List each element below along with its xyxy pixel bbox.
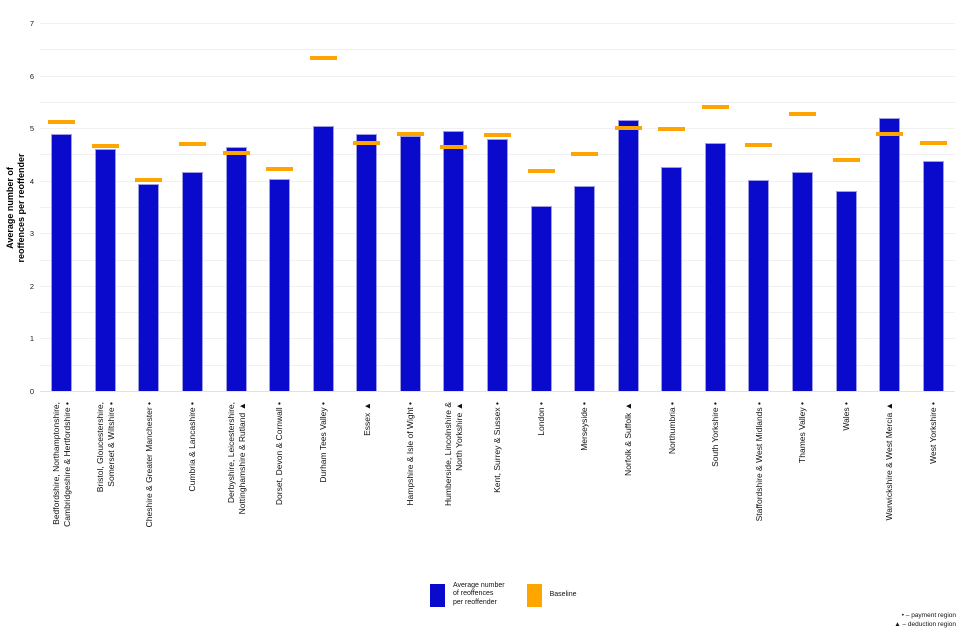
y-tick-label: 7: [29, 19, 34, 28]
baseline-dash: [876, 131, 904, 136]
bar: [182, 172, 203, 391]
chart-legend: Average number of reoffences per reoffen…: [430, 582, 576, 607]
gridline: [40, 75, 955, 77]
baseline-dash: [919, 140, 947, 145]
baseline-dash: [614, 125, 642, 130]
x-axis-label: Kent, Surrey & Sussex •: [492, 402, 503, 493]
x-axis-label: Hampshire & Isle of Wight •: [405, 402, 416, 506]
baseline-dash: [440, 144, 468, 149]
legend-bar-swatch-icon: [430, 584, 445, 607]
bar: [530, 206, 552, 391]
bar: [792, 172, 813, 391]
x-axis-label: Cheshire & Greater Manchester •: [143, 402, 154, 528]
bar: [748, 179, 770, 391]
x-axis-label: Staffordshire & West Midlands •: [753, 402, 764, 522]
baseline-dash: [571, 151, 599, 156]
payment-region-key: • – payment region: [901, 612, 956, 619]
plot-area: [40, 23, 955, 392]
x-axis-label: Bristol, Gloucestershire, Somerset & Wil…: [94, 402, 116, 493]
baseline-dash: [701, 104, 729, 109]
gridline: [40, 101, 955, 103]
legend-baseline-label: Baseline: [549, 591, 577, 598]
bar: [922, 160, 944, 391]
bar: [661, 167, 683, 391]
gridline: [40, 128, 955, 130]
y-tick-label: 1: [29, 334, 34, 344]
x-axis-label: South Yorkshire •: [710, 402, 721, 467]
bar: [879, 118, 901, 391]
bar: [443, 130, 465, 391]
bar: [487, 139, 508, 391]
bar: [574, 186, 596, 391]
baseline-dash: [832, 158, 860, 163]
x-axis-label: Essex ▲: [361, 402, 372, 436]
baseline-dash: [658, 126, 686, 131]
legend-bar-label: Average number of reoffences per reoffen…: [453, 582, 505, 606]
x-axis-label: London •: [535, 402, 546, 436]
baseline-dash: [48, 120, 76, 125]
x-axis-label: Dorset, Devon & Cornwall •: [274, 402, 285, 506]
baseline-dash: [396, 132, 424, 137]
x-axis-label: Humberside, Lincolnshire & North Yorkshi…: [443, 402, 464, 506]
legend-baseline-swatch-icon: [526, 584, 542, 607]
x-axis-label: Northumbria •: [666, 402, 677, 455]
bar: [312, 125, 334, 391]
x-axis-label: Bedfordshire, Northamptonshire, Cambridg…: [51, 402, 72, 527]
baseline-dash: [745, 143, 773, 148]
bar: [94, 149, 116, 391]
deduction-region-key: ▲ – deduction region: [894, 621, 956, 628]
bar: [138, 184, 160, 391]
x-axis-label: Merseyside •: [579, 402, 590, 451]
x-axis-line: [40, 391, 955, 392]
baseline-dash: [484, 132, 511, 137]
baseline-dash: [135, 177, 163, 182]
bar: [704, 142, 726, 391]
bar: [269, 179, 291, 391]
y-tick-label: 5: [29, 124, 34, 134]
bar: [356, 133, 378, 391]
legend-baseline-group: Baseline: [526, 582, 577, 607]
x-axis-label: Warwickshire & West Mercia ▲: [884, 402, 895, 521]
x-axis-label: Wales •: [840, 402, 851, 431]
bar: [835, 190, 857, 391]
bar: [399, 136, 421, 391]
y-tick-label: 6: [29, 71, 34, 81]
y-tick-label: 4: [29, 176, 34, 186]
baseline-dash: [353, 140, 381, 145]
baseline-dash: [266, 166, 294, 171]
x-axis-label: Cumbria & Lancashire •: [187, 402, 198, 492]
gridline: [40, 23, 955, 24]
baseline-dash: [789, 112, 816, 117]
baseline-dash: [309, 56, 337, 61]
y-tick-label: 3: [29, 229, 34, 239]
baseline-dash: [91, 144, 119, 149]
marker-key-footnote: • – payment region ▲ – deduction region: [894, 611, 956, 629]
gridline: [40, 49, 955, 51]
bar: [51, 134, 73, 391]
baseline-dash: [527, 168, 555, 173]
x-axis-label: Thames Valley •: [797, 402, 808, 463]
x-axis-label: Derbyshire, Leicestershire, Nottinghamsh…: [225, 402, 247, 515]
x-axis-label: Durham Tees Valley •: [317, 402, 328, 483]
baseline-dash: [179, 142, 206, 147]
bar: [617, 119, 639, 391]
x-axis-label: Norfolk & Suffolk ▲: [622, 402, 633, 476]
x-axis-label: West Yorkshire •: [927, 402, 938, 464]
y-tick-label: 0: [29, 387, 34, 396]
bar: [225, 146, 247, 391]
y-tick-label: 2: [29, 281, 34, 291]
baseline-dash: [222, 150, 250, 155]
